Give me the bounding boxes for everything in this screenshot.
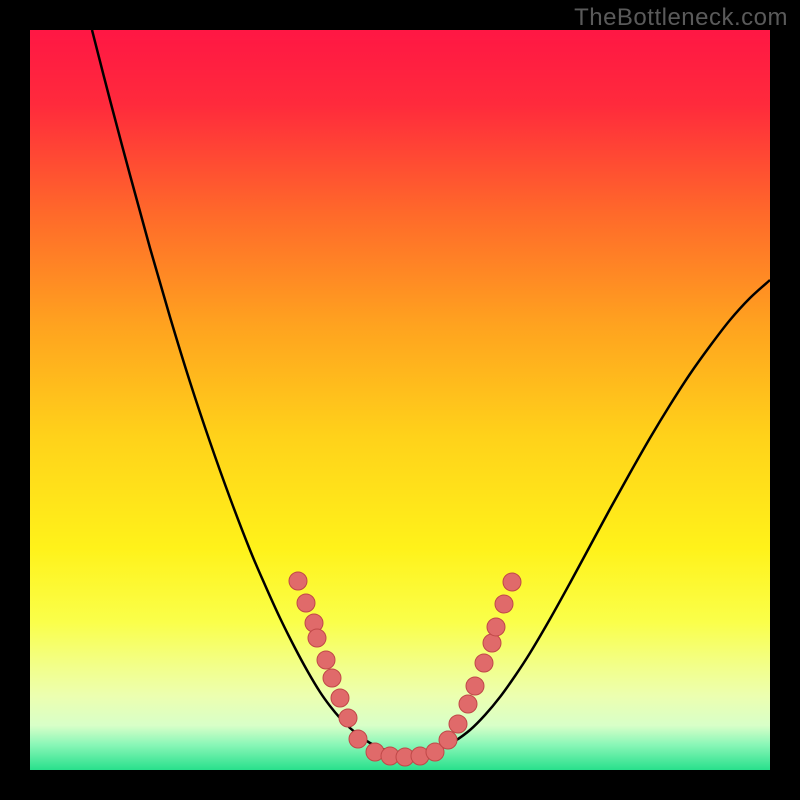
curve-marker <box>317 651 335 669</box>
curve-marker <box>483 634 501 652</box>
curve-marker <box>349 730 367 748</box>
curve-marker <box>495 595 513 613</box>
curve-marker <box>331 689 349 707</box>
plot-background-gradient <box>30 30 770 770</box>
watermark-text: TheBottleneck.com <box>574 4 788 32</box>
curve-marker <box>323 669 341 687</box>
curve-marker <box>459 695 477 713</box>
curve-marker <box>466 677 484 695</box>
curve-marker <box>475 654 493 672</box>
chart-root: TheBottleneck.com <box>0 0 800 800</box>
curve-marker <box>487 618 505 636</box>
curve-marker <box>289 572 307 590</box>
curve-marker <box>449 715 467 733</box>
curve-marker <box>439 731 457 749</box>
curve-marker <box>503 573 521 591</box>
curve-marker <box>308 629 326 647</box>
curve-marker <box>339 709 357 727</box>
chart-svg <box>0 0 800 800</box>
curve-marker <box>297 594 315 612</box>
